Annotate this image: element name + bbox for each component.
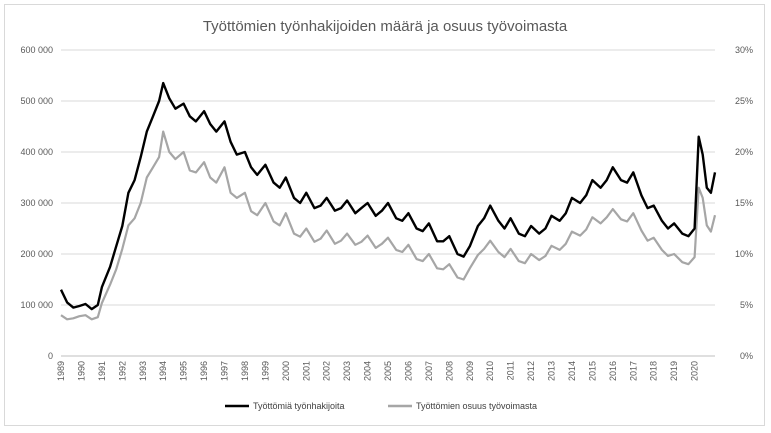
x-tick-label: 1989 [56,361,66,381]
left-tick-label: 300 000 [20,198,53,208]
x-tick-label: 2013 [547,361,557,381]
right-tick-label: 30% [735,45,753,55]
x-tick-label: 2014 [567,361,577,381]
x-tick-label: 2005 [383,361,393,381]
right-tick-label: 5% [740,300,753,310]
x-tick-label: 1999 [260,361,270,381]
right-tick-label: 25% [735,96,753,106]
x-axis: 1989 1990 1991 1992 1993 1994 1995 1996 1997 1998… [56,361,700,381]
right-tick-label: 20% [735,147,753,157]
x-tick-label: 1993 [138,361,148,381]
right-tick-label: 10% [735,249,753,259]
series-lines [59,81,717,321]
left-tick-label: 200 000 [20,249,53,259]
left-tick-label: 100 000 [20,300,53,310]
series-line-osuus [60,130,717,321]
left-tick-label: 400 000 [20,147,53,157]
legend: Työttömiä työnhakijoita Työttömien osuus … [225,401,537,411]
x-tick-label: 1992 [117,361,127,381]
x-tick-label: 1998 [240,361,250,381]
legend-item-tyottomia-label: Työttömiä työnhakijoita [253,401,345,411]
x-tick-label: 2006 [403,361,413,381]
left-tick-label: 500 000 [20,96,53,106]
x-tick-label: 2016 [608,361,618,381]
chart-frame: Työttömien työnhakijoiden määrä ja osuus… [4,4,765,426]
legend-item-osuus-label: Työttömien osuus työvoimasta [416,401,537,411]
x-tick-label: 2010 [485,361,495,381]
x-tick-label: 1994 [158,361,168,381]
x-tick-label: 2011 [506,361,516,380]
right-axis: 0% 5% 10% 15% 20% 25% 30% [735,45,753,361]
x-tick-label: 2008 [444,361,454,381]
x-tick-label: 2002 [322,361,332,381]
x-tick-label: 2004 [363,361,373,381]
series-line-tyottomia [59,81,717,311]
x-tick-label: 2001 [301,361,311,381]
x-tick-label: 2009 [465,361,475,381]
x-tick-label: 2018 [649,361,659,381]
x-tick-label: 2015 [587,361,597,381]
x-tick-label: 1990 [76,361,86,381]
x-tick-label: 2012 [526,361,536,381]
chart-svg: Työttömien työnhakijoiden määrä ja osuus… [20,18,753,411]
x-tick-label: 1996 [199,361,209,381]
x-tick-label: 2019 [669,361,679,381]
x-tick-label: 1995 [179,361,189,381]
right-tick-label: 15% [735,198,753,208]
chart-title: Työttömien työnhakijoiden määrä ja osuus… [203,18,568,35]
x-tick-label: 1991 [97,361,107,381]
x-tick-label: 2003 [342,361,352,381]
left-tick-label: 600 000 [20,45,53,55]
x-tick-label: 1997 [220,361,230,381]
x-tick-label: 2007 [424,361,434,381]
right-tick-label: 0% [740,351,753,361]
x-tick-label: 2017 [628,361,638,381]
x-tick-label: 2000 [281,361,291,381]
left-axis: 0 100 000 200 000 300 000 400 000 500 000 600 … [20,45,53,361]
x-tick-label: 2020 [690,361,700,381]
left-tick-label: 0 [48,351,53,361]
